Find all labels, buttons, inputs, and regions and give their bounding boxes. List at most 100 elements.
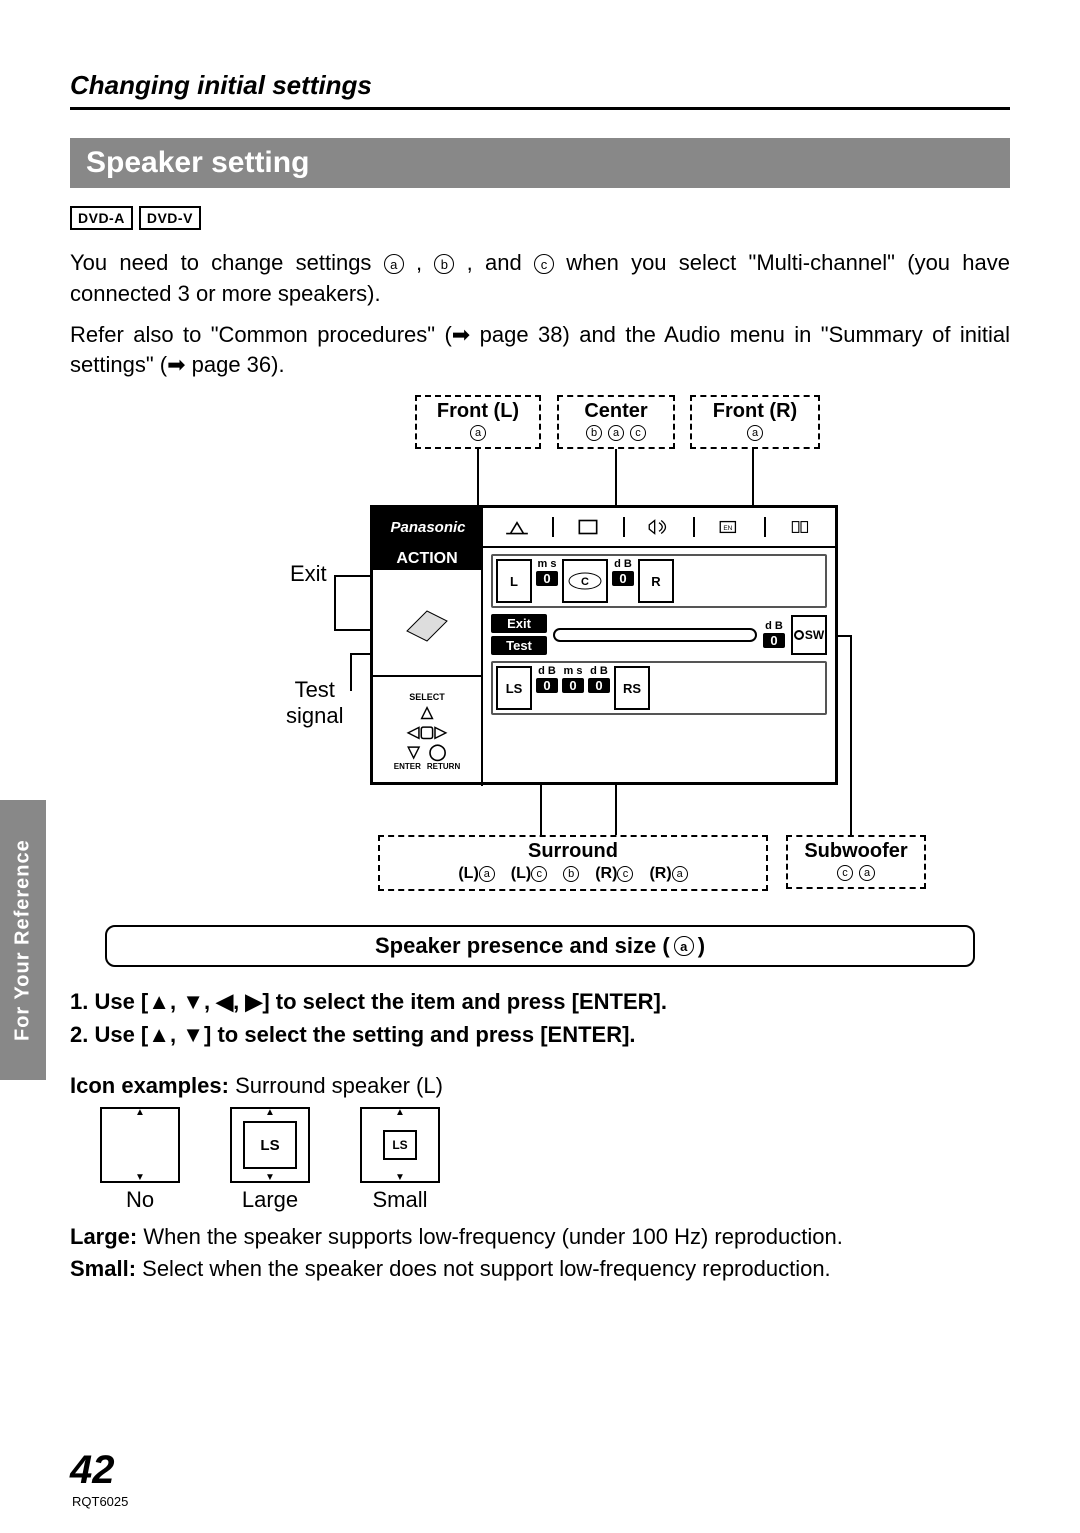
sw-c: c bbox=[837, 865, 853, 881]
sw-label: SW bbox=[805, 628, 824, 642]
icon-large: ▲▼ LS Large bbox=[230, 1107, 310, 1213]
action-label: ACTION bbox=[373, 548, 481, 570]
top-icon-1 bbox=[483, 517, 552, 537]
step-2: 2. Use [▲, ▼] to select the setting and … bbox=[70, 1018, 1010, 1051]
def-small-t: Select when the speaker does not support… bbox=[136, 1256, 831, 1281]
exit-label: Exit bbox=[290, 561, 327, 587]
remote-nav: SELECT △ ◁▢▷ ▽ ◯ ENTER RETURN bbox=[373, 677, 481, 786]
sb: b bbox=[563, 866, 579, 882]
db1: d B bbox=[614, 559, 632, 570]
test-btn[interactable]: Test bbox=[491, 636, 547, 655]
spk-rs: RS bbox=[614, 666, 650, 710]
line bbox=[334, 575, 370, 577]
cap-small: Small bbox=[360, 1187, 440, 1213]
definitions: Large: When the speaker supports low-fre… bbox=[70, 1221, 1010, 1285]
line bbox=[850, 635, 852, 835]
exit-btn[interactable]: Exit bbox=[491, 614, 547, 633]
sa2: a bbox=[672, 866, 688, 882]
ps-a: a bbox=[674, 936, 694, 956]
presence-size-text: Speaker presence and size ( bbox=[375, 933, 670, 959]
val-db-sw: d B 0 bbox=[763, 621, 785, 648]
val-db1: d B 0 bbox=[612, 559, 634, 603]
box-front-l: Front (L) a bbox=[415, 395, 541, 449]
z1: 0 bbox=[536, 571, 558, 586]
sa1: a bbox=[479, 866, 495, 882]
diagram: Front (L) a Center b a c Front (R) a Exi… bbox=[160, 395, 920, 905]
spk-sw: SW bbox=[791, 615, 827, 655]
test-label: Test signal bbox=[286, 677, 343, 729]
enter-label: ENTER bbox=[394, 762, 421, 771]
select-label: SELECT bbox=[375, 692, 479, 702]
spk-l: L bbox=[496, 559, 532, 603]
ms1: m s bbox=[538, 559, 557, 570]
prog-bar bbox=[553, 628, 757, 642]
intro-p1: You need to change settings a , b , and … bbox=[70, 248, 1010, 310]
z4: 0 bbox=[562, 678, 584, 693]
icon-row: ▲▼ No ▲▼ LS Large ▲▼ LS Small bbox=[100, 1107, 1010, 1213]
sur-lc: (L) bbox=[511, 865, 531, 883]
iconex-b: Icon examples: bbox=[70, 1073, 229, 1098]
brand: Panasonic bbox=[373, 508, 483, 546]
badge-dvda: DVD-A bbox=[70, 206, 133, 230]
fl-a: a bbox=[470, 425, 486, 441]
z2: 0 bbox=[612, 571, 634, 586]
val-ms1: m s 0 bbox=[536, 559, 558, 603]
box-subwoofer: Subwoofer c a bbox=[786, 835, 926, 889]
def-large-b: Large: bbox=[70, 1224, 137, 1249]
val-db2: d B 0 bbox=[536, 666, 558, 710]
line bbox=[350, 653, 352, 691]
sc2: c bbox=[617, 866, 633, 882]
osd-panel: Panasonic EN ACTION SELECT bbox=[370, 505, 838, 785]
icon-no: ▲▼ No bbox=[100, 1107, 180, 1213]
icon-box-no: ▲▼ bbox=[100, 1107, 180, 1183]
doc-id: RQT6025 bbox=[72, 1494, 128, 1509]
box-front-r: Front (R) a bbox=[690, 395, 820, 449]
icon-examples-title: Icon examples: Surround speaker (L) bbox=[70, 1073, 1010, 1099]
sur-la: (L) bbox=[458, 865, 478, 883]
icon-box-large: ▲▼ LS bbox=[230, 1107, 310, 1183]
ms2: m s bbox=[564, 666, 583, 677]
badges: DVD-A DVD-V bbox=[70, 206, 1010, 230]
svg-text:EN: EN bbox=[723, 525, 732, 532]
dbsw: d B bbox=[765, 621, 783, 632]
db3: d B bbox=[590, 666, 608, 677]
iconex-r: Surround speaker (L) bbox=[229, 1073, 443, 1098]
sw-a: a bbox=[859, 865, 875, 881]
intro-p1a: You need to change settings bbox=[70, 250, 384, 275]
intro-p1c: , and bbox=[467, 250, 534, 275]
title-bar: Speaker setting bbox=[70, 138, 1010, 188]
intro-p2: Refer also to "Common procedures" (➡ pag… bbox=[70, 320, 1010, 382]
cap-no: No bbox=[100, 1187, 180, 1213]
top-icon-2 bbox=[552, 517, 623, 537]
fr-a: a bbox=[747, 425, 763, 441]
z5: 0 bbox=[588, 678, 610, 693]
svg-text:C: C bbox=[581, 576, 589, 588]
spk-ls: LS bbox=[496, 666, 532, 710]
line bbox=[334, 575, 336, 629]
label-subwoofer: Subwoofer bbox=[798, 840, 914, 863]
intro-p1b: , bbox=[416, 250, 434, 275]
osd-left: ACTION SELECT △ ◁▢▷ ▽ ◯ ENTER RETURN bbox=[373, 548, 483, 786]
c-a: a bbox=[608, 425, 624, 441]
label-surround: Surround bbox=[390, 840, 756, 863]
icon-box-small: ▲▼ LS bbox=[360, 1107, 440, 1183]
spk-c: C bbox=[562, 559, 608, 603]
box-surround: Surround (L)a (L)c b (R)c (R)a bbox=[378, 835, 768, 891]
presence-size-box: Speaker presence and size ( a ) bbox=[105, 925, 975, 967]
osd-right: L m s 0 C d B 0 R bbox=[483, 548, 835, 786]
ls-small: LS bbox=[383, 1130, 417, 1160]
label-front-l: Front (L) bbox=[427, 400, 529, 423]
val-db3: d B 0 bbox=[588, 666, 610, 710]
z3: 0 bbox=[536, 678, 558, 693]
section-header: Changing initial settings bbox=[70, 70, 1010, 110]
row-surround: LS d B 0 m s 0 d B 0 RS bbox=[491, 661, 827, 715]
row-mid: Exit Test d B 0 S bbox=[491, 614, 827, 655]
ls-large: LS bbox=[243, 1121, 297, 1169]
c-b: b bbox=[586, 425, 602, 441]
def-small-b: Small: bbox=[70, 1256, 136, 1281]
box-center: Center b a c bbox=[557, 395, 675, 449]
sur-ra: (R) bbox=[649, 865, 671, 883]
icon-small: ▲▼ LS Small bbox=[360, 1107, 440, 1213]
sc1: c bbox=[531, 866, 547, 882]
top-icons: EN bbox=[483, 517, 835, 537]
